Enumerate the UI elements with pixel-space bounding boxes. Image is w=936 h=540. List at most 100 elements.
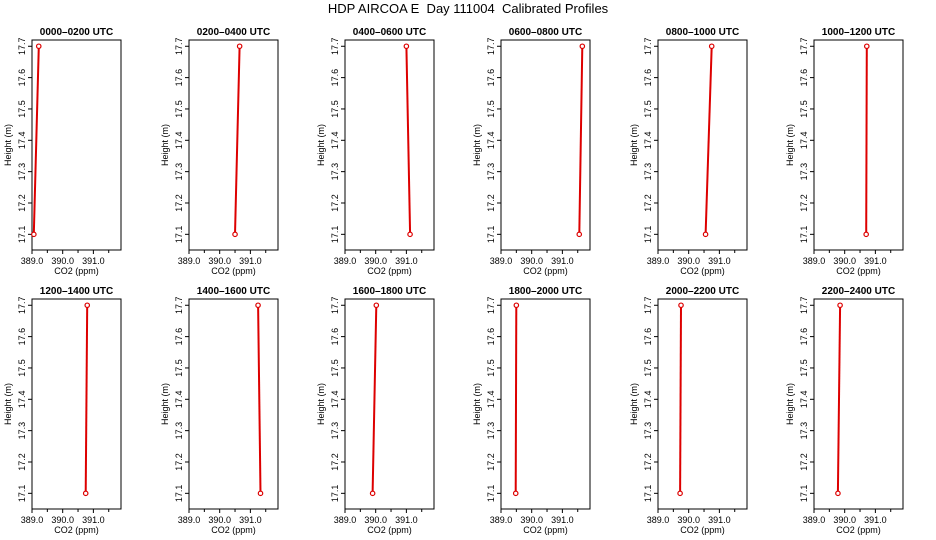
figure-title: HDP AIRCOA E Day 111004 Calibrated Profi… [327, 1, 609, 16]
x-tick-label: 390.0 [208, 515, 231, 525]
data-point [257, 490, 264, 497]
y-tick-label: 17.2 [330, 194, 340, 212]
plot-frame [500, 298, 591, 510]
x-tick-label: 389.0 [178, 256, 201, 266]
y-tick-label: 17.4 [17, 132, 27, 150]
y-tick-label: 17.4 [486, 391, 496, 409]
panel-title: 2000–2200 UTC [666, 286, 739, 297]
x-tick-label: 390.0 [364, 515, 387, 525]
data-point [677, 490, 683, 497]
data-point [82, 490, 89, 497]
data-point [84, 302, 91, 309]
y-axis-label: Height (m) [3, 124, 13, 166]
profile-line [836, 305, 842, 494]
y-tick-label: 17.2 [643, 453, 653, 471]
data-point [512, 490, 519, 497]
x-tick-label: 391.0 [864, 256, 887, 266]
y-tick-label: 17.3 [643, 163, 653, 181]
x-axis-label: CO2 (ppm) [54, 266, 99, 276]
x-tick-label: 390.0 [51, 256, 74, 266]
y-tick-label: 17.2 [486, 453, 496, 471]
y-tick-label: 17.6 [486, 69, 496, 87]
y-tick-label: 17.1 [174, 226, 184, 244]
y-axis-label: Height (m) [3, 383, 13, 425]
x-tick-label: 389.0 [803, 515, 826, 525]
panel-title: 2200–2400 UTC [822, 286, 895, 297]
panel-title: 0400–0600 UTC [353, 27, 426, 38]
x-tick-label: 391.0 [82, 515, 105, 525]
plot-frame [188, 39, 279, 251]
y-tick-label: 17.2 [643, 194, 653, 212]
y-tick-label: 17.5 [799, 359, 809, 377]
y-tick-label: 17.6 [330, 69, 340, 87]
x-tick-label: 389.0 [647, 515, 670, 525]
y-tick-label: 17.7 [643, 297, 653, 315]
y-tick-label: 17.3 [174, 163, 184, 181]
y-tick-label: 17.6 [643, 69, 653, 87]
y-tick-label: 17.3 [486, 163, 496, 181]
x-tick-label: 391.0 [708, 515, 731, 525]
y-tick-label: 17.4 [643, 391, 653, 409]
y-tick-label: 17.7 [330, 38, 340, 56]
y-tick-label: 17.7 [799, 38, 809, 56]
x-tick-label: 389.0 [490, 256, 513, 266]
profile-line [257, 305, 262, 494]
y-tick-label: 17.3 [799, 422, 809, 440]
data-point [579, 43, 586, 50]
y-tick-label: 17.5 [643, 100, 653, 118]
plot-frame [813, 298, 904, 510]
y-tick-label: 17.5 [174, 359, 184, 377]
x-tick-label: 390.0 [208, 256, 231, 266]
y-tick-label: 17.4 [330, 132, 340, 150]
x-axis-label: CO2 (ppm) [367, 525, 412, 535]
y-tick-label: 17.7 [486, 297, 496, 315]
data-point [708, 43, 715, 50]
plot-frame [344, 39, 435, 251]
plot-frame [657, 39, 748, 251]
data-point [407, 231, 413, 238]
plot-frame [31, 298, 122, 510]
plot-frame [344, 298, 435, 510]
data-point [403, 43, 410, 50]
data-point [576, 231, 583, 238]
panel-title: 1800–2000 UTC [509, 286, 582, 297]
plot-frame [500, 39, 591, 251]
data-point [837, 302, 843, 309]
y-tick-label: 17.6 [174, 69, 184, 87]
y-tick-label: 17.3 [174, 422, 184, 440]
y-tick-label: 17.1 [799, 226, 809, 244]
y-tick-label: 17.3 [330, 422, 340, 440]
y-tick-label: 17.6 [174, 328, 184, 346]
panel-title: 1400–1600 UTC [197, 286, 270, 297]
data-point [255, 302, 261, 309]
panel-title: 0600–0800 UTC [509, 27, 582, 38]
y-tick-label: 17.4 [799, 132, 809, 150]
y-tick-label: 17.5 [486, 359, 496, 377]
y-tick-label: 17.1 [17, 485, 27, 503]
y-tick-label: 17.6 [799, 69, 809, 87]
profile-line [32, 46, 40, 235]
y-tick-label: 17.6 [486, 328, 496, 346]
x-axis-label: CO2 (ppm) [523, 525, 568, 535]
x-axis-label: CO2 (ppm) [836, 525, 881, 535]
profile-line [514, 305, 518, 494]
data-point [369, 490, 376, 497]
y-tick-label: 17.5 [174, 100, 184, 118]
x-tick-label: 391.0 [239, 256, 262, 266]
panel-title: 1000–1200 UTC [822, 27, 895, 38]
y-tick-label: 17.1 [643, 226, 653, 244]
x-axis-label: CO2 (ppm) [680, 525, 725, 535]
y-tick-label: 17.4 [174, 132, 184, 150]
y-tick-label: 17.6 [799, 328, 809, 346]
y-tick-label: 17.4 [486, 132, 496, 150]
y-axis-label: Height (m) [316, 383, 326, 425]
y-tick-label: 17.4 [799, 391, 809, 409]
